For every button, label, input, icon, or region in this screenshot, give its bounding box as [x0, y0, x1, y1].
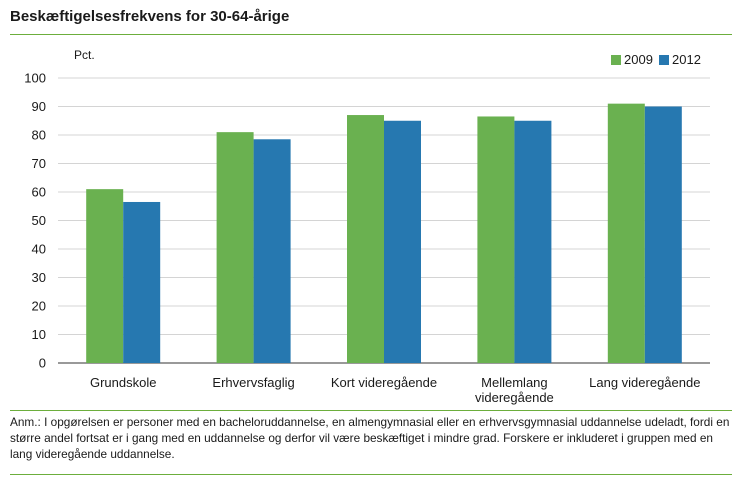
bar-2012-3	[514, 120, 552, 363]
y-tick-label: 40	[32, 242, 46, 257]
y-tick-label: 50	[32, 213, 46, 228]
y-tick-label: 10	[32, 327, 46, 342]
bar-2009-2	[347, 115, 384, 363]
x-axis-category-labels: Grundskole Erhvervsfaglig Kort videregåend…	[90, 375, 701, 405]
bars	[86, 103, 682, 364]
chart-title: Beskæftigelsesfrekvens for 30-64-årige	[10, 8, 290, 25]
y-tick-label: 80	[32, 128, 46, 143]
x-category-label: Kort videregående	[331, 375, 437, 390]
legend-label-2009: 2009	[624, 52, 653, 67]
legend-swatch-2009	[611, 55, 621, 65]
note-divider	[10, 410, 732, 411]
x-category-label: Lang videregående	[589, 375, 700, 390]
bar-2009-1	[216, 132, 254, 363]
y-tick-label: 20	[32, 299, 46, 314]
y-axis-label: Pct.	[74, 48, 95, 62]
bar-2009-4	[607, 103, 645, 364]
y-tick-label: 60	[32, 185, 46, 200]
x-category-label: Grundskole	[90, 375, 156, 390]
bar-chart: 0 10 20 30 40 50 60 70 80 90 100 Pct. Grundskole Er…	[24, 48, 710, 405]
footnote: Anm.: I opgørelsen er personer med en ba…	[10, 415, 730, 461]
y-tick-label: 30	[32, 270, 46, 285]
bar-2012-1	[253, 139, 291, 363]
y-axis-tick-labels: 0 10 20 30 40 50 60 70 80 90 100	[24, 71, 46, 371]
x-category-label: Mellemlang	[481, 375, 547, 390]
y-tick-label: 100	[24, 71, 46, 86]
x-category-label: videregående	[475, 390, 554, 405]
legend-swatch-2012	[659, 55, 669, 65]
bar-2012-4	[644, 106, 682, 363]
bottom-divider	[10, 474, 732, 475]
bar-2009-3	[477, 116, 515, 363]
bar-2012-2	[384, 120, 421, 363]
title-divider	[10, 34, 732, 35]
y-tick-label: 0	[39, 356, 46, 371]
legend-label-2012: 2012	[672, 52, 701, 67]
legend: 2009 2012	[611, 52, 701, 67]
bar-2012-0	[123, 201, 161, 363]
x-category-label: Erhvervsfaglig	[212, 375, 294, 390]
y-tick-label: 70	[32, 156, 46, 171]
bar-2009-0	[86, 189, 124, 363]
y-tick-label: 90	[32, 99, 46, 114]
